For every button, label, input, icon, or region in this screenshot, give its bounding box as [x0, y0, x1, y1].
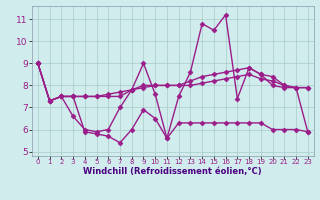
X-axis label: Windchill (Refroidissement éolien,°C): Windchill (Refroidissement éolien,°C)	[84, 167, 262, 176]
